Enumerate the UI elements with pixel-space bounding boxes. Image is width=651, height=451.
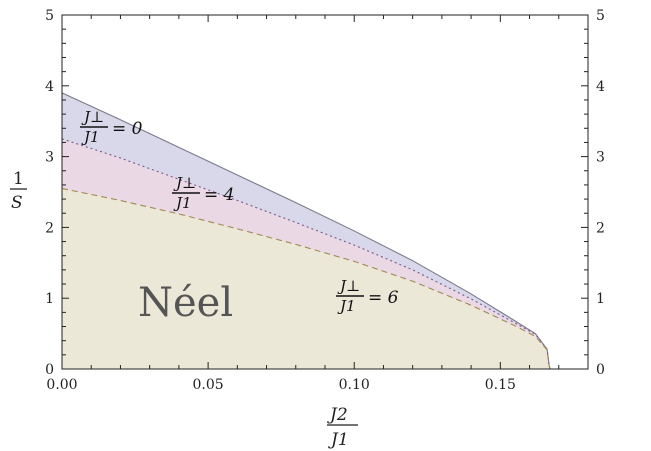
series-label-num: J⊥ (337, 277, 360, 295)
x-tick-label: 0.00 (46, 377, 77, 393)
y-tick-label: 0 (45, 362, 54, 378)
x-tick-label: 0.10 (339, 377, 370, 393)
series-label-value: = 0 (112, 119, 143, 139)
series-label-value: = 6 (368, 288, 399, 308)
series-label-j6: J⊥ J1 = 6 (336, 277, 399, 315)
series-label-den: J1 (337, 297, 356, 315)
series-label-j0: J⊥ J1 = 0 (80, 108, 143, 146)
x-axis-label-denominator: J1 (328, 430, 349, 450)
series-label-den: J1 (81, 128, 100, 146)
y-tick-label-right: 3 (596, 150, 605, 166)
series-label-value: = 4 (204, 185, 234, 205)
y-tick-label-right: 0 (596, 362, 605, 378)
x-axis-label: J2 J1 (327, 405, 358, 450)
y-axis-label-denominator: S (11, 193, 23, 213)
y-tick-label: 4 (45, 79, 54, 95)
y-axis-label-numerator: 1 (13, 169, 24, 189)
y-axis-label: 1 S (10, 169, 27, 213)
neel-region-label: Néel (138, 280, 233, 326)
series-fill-2 (62, 188, 551, 369)
y-tick-label-right: 1 (596, 291, 605, 307)
x-tick-label: 0.15 (485, 377, 516, 393)
series-line-2 (61, 187, 551, 370)
region-fills (62, 92, 551, 369)
y-tick-label: 5 (45, 8, 54, 24)
series-label-num: J⊥ (81, 108, 104, 126)
x-tick-label: 0.05 (193, 377, 224, 393)
y-tick-label: 1 (45, 291, 54, 307)
y-tick-label: 3 (45, 150, 54, 166)
series-lines (61, 92, 551, 370)
y-tick-label-right: 5 (596, 8, 605, 24)
y-tick-label: 2 (45, 220, 54, 236)
y-tick-label-right: 2 (596, 220, 605, 236)
series-label-num: J⊥ (173, 174, 196, 192)
series-label-j4: J⊥ J1 = 4 (172, 174, 234, 212)
x-axis-label-numerator: J2 (327, 405, 348, 425)
axis-ticks: 0.00 0.05 0.10 0.15 0 0 1 1 2 2 3 3 4 4 5 5 (45, 8, 605, 393)
y-tick-label-right: 4 (596, 79, 605, 95)
series-label-den: J1 (173, 194, 192, 212)
